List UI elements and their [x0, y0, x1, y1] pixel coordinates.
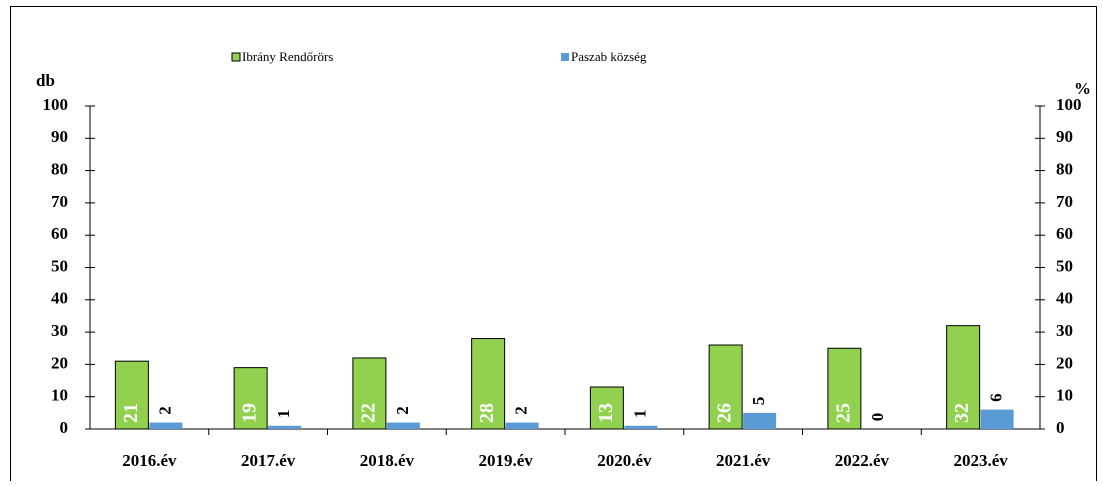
bar — [268, 425, 302, 429]
data-label: 1 — [274, 410, 293, 419]
data-label: 5 — [749, 397, 768, 406]
legend-swatch — [231, 52, 241, 62]
bar — [505, 422, 539, 429]
y2-tick-label: 80 — [1056, 160, 1073, 179]
data-label: 2 — [393, 406, 412, 415]
x-tick-label: 2019.év — [478, 451, 533, 470]
y2-tick-label: 20 — [1056, 353, 1073, 372]
bar — [233, 367, 268, 430]
y-tick-label: 100 — [43, 95, 69, 114]
bar — [386, 422, 420, 429]
bar — [827, 347, 862, 430]
data-label: 13 — [595, 403, 617, 423]
data-label: 32 — [951, 403, 973, 423]
data-label: 6 — [987, 393, 1006, 402]
y2-tick-label: 50 — [1056, 256, 1073, 275]
y-tick-label: 90 — [51, 127, 68, 146]
data-label: 2 — [155, 406, 174, 415]
x-tick-label: 2023.év — [953, 451, 1008, 470]
bar — [708, 344, 743, 430]
data-label: 0 — [868, 413, 887, 422]
y2-tick-label: 10 — [1056, 386, 1073, 405]
y2-tick-label: 100 — [1056, 95, 1082, 114]
y-tick-label: 60 — [51, 224, 68, 243]
legend-label: Ibrány Rendőrörs — [242, 49, 333, 64]
data-label: 19 — [239, 403, 261, 423]
y-tick-label: 10 — [51, 386, 68, 405]
x-tick-label: 2016.év — [122, 451, 177, 470]
bar — [946, 325, 981, 430]
y2-tick-label: 30 — [1056, 321, 1073, 340]
y-tick-label: 0 — [60, 418, 69, 437]
data-label: 25 — [832, 403, 854, 423]
y-tick-label: 30 — [51, 321, 68, 340]
bar — [980, 409, 1014, 429]
y-tick-label: 70 — [51, 192, 68, 211]
y-tick-label: 50 — [51, 256, 68, 275]
bar — [589, 386, 624, 430]
data-label: 28 — [476, 403, 498, 423]
y2-axis-title: % — [1074, 79, 1091, 98]
y2-tick-label: 90 — [1056, 127, 1073, 146]
y2-tick-label: 60 — [1056, 224, 1073, 243]
y-tick-label: 80 — [51, 160, 68, 179]
y-tick-label: 40 — [51, 289, 68, 308]
bar — [114, 360, 149, 430]
data-label: 26 — [714, 403, 736, 423]
bar — [743, 412, 777, 429]
legend-label: Paszab község — [571, 49, 647, 64]
frame — [10, 6, 1097, 486]
legend-swatch — [561, 53, 569, 61]
data-label: 2 — [512, 406, 531, 415]
x-tick-label: 2021.év — [716, 451, 771, 470]
bar — [471, 338, 506, 430]
x-tick-label: 2022.év — [835, 451, 890, 470]
y2-tick-label: 0 — [1056, 418, 1065, 437]
data-label: 1 — [630, 410, 649, 419]
y2-tick-label: 70 — [1056, 192, 1073, 211]
x-tick-label: 2017.év — [241, 451, 296, 470]
bar — [149, 422, 183, 429]
x-tick-label: 2020.év — [597, 451, 652, 470]
y2-tick-label: 40 — [1056, 289, 1073, 308]
bar — [352, 357, 387, 430]
y-tick-label: 20 — [51, 353, 68, 372]
data-label: 21 — [120, 403, 142, 423]
x-tick-label: 2018.év — [360, 451, 415, 470]
data-label: 22 — [357, 403, 379, 423]
y-axis-title: db — [36, 71, 55, 90]
bar — [624, 425, 658, 429]
